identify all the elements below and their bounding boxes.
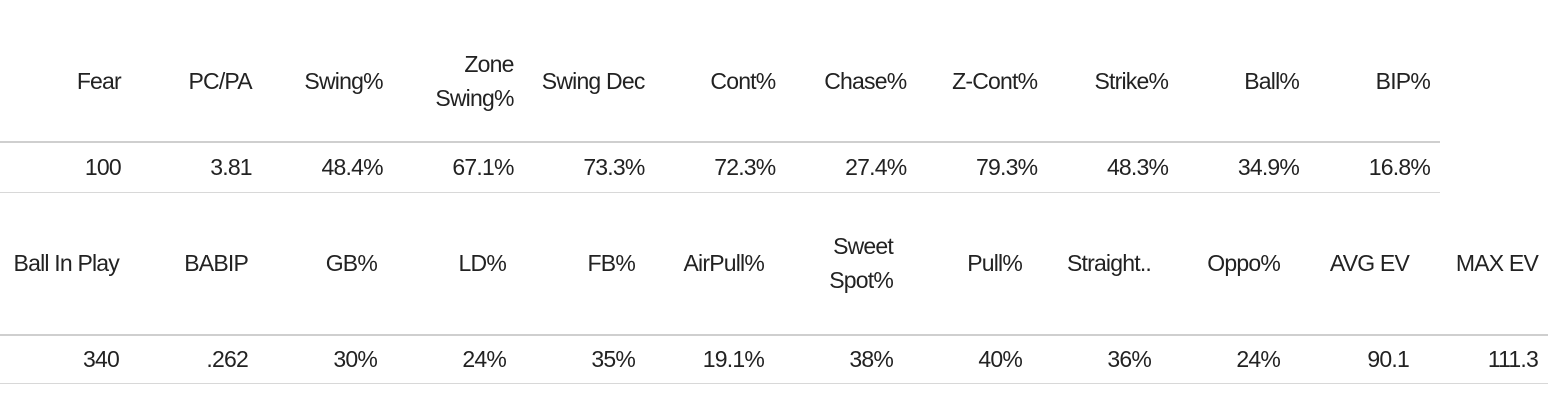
- table-cell: 48.4%: [321, 153, 384, 180]
- table-cell: 27.4%: [845, 153, 907, 180]
- table-cell: 36%: [1107, 345, 1151, 372]
- column-header: BIP%: [1375, 67, 1431, 94]
- table-header: Fear PC/PA Swing% Zone Swing% Swing Dec Cont%…: [0, 20, 1440, 142]
- header-row: Ball In Play BABIP GB% LD% FB% AirPull% Sweet …: [0, 193, 1548, 335]
- table-cell: 38%: [849, 345, 893, 372]
- column-header: Pull%: [967, 250, 1023, 276]
- column-header: PC/PA: [188, 67, 252, 94]
- table-cell: 100: [84, 153, 122, 180]
- column-header: MAX EV: [1455, 250, 1539, 276]
- header-row: Fear PC/PA Swing% Zone Swing% Swing Dec Cont%…: [0, 20, 1440, 142]
- stats-table: Ball In Play BABIP GB% LD% FB% AirPull% Sweet …: [0, 193, 1548, 385]
- column-header: Cont%: [710, 67, 776, 94]
- column-header: Straight..: [1066, 250, 1152, 276]
- table-cell: 24%: [462, 345, 506, 372]
- table-cell: 79.3%: [976, 153, 1038, 180]
- table-row: 340 .262 30% 24% 35% 19.1% 38% 40% 36% 24% 90.1 111…: [0, 335, 1548, 384]
- column-header: Ball In Play: [13, 250, 120, 276]
- table-cell: 34.9%: [1237, 153, 1300, 180]
- table-cell: 3.81: [210, 153, 252, 180]
- column-header: Strike%: [1094, 67, 1169, 94]
- column-header: Swing Dec: [541, 67, 646, 94]
- column-header: Sweet Spot%: [829, 233, 894, 293]
- tables: Fear PC/PA Swing% Zone Swing% Swing Dec Cont%…: [0, 20, 1548, 385]
- table-header: Ball In Play BABIP GB% LD% FB% AirPull% Sweet …: [0, 193, 1548, 335]
- stats-table: Fear PC/PA Swing% Zone Swing% Swing Dec Cont%…: [0, 20, 1440, 193]
- table-cell: 16.8%: [1368, 153, 1431, 180]
- column-header: AVG EV: [1329, 250, 1410, 276]
- column-header: Chase%: [824, 67, 907, 94]
- column-header: Zone Swing%: [435, 50, 514, 111]
- table-cell: 73.3%: [583, 153, 645, 180]
- table-cell: 24%: [1236, 345, 1280, 372]
- table-cell: 111.3: [1487, 345, 1539, 372]
- table-cell: 40%: [978, 345, 1022, 372]
- table-cell: 340: [83, 345, 120, 372]
- table-body: 340 .262 30% 24% 35% 19.1% 38% 40% 36% 24% 90.1 111…: [0, 335, 1548, 384]
- table-cell: .262: [206, 345, 248, 372]
- column-header: LD%: [458, 250, 507, 276]
- column-header: FB%: [587, 250, 636, 276]
- table-body: 100 3.81 48.4% 67.1% 73.3% 72.3% 27.4% 79.3% 48.…: [0, 142, 1440, 192]
- table-cell: 30%: [333, 345, 377, 372]
- table-cell: 35%: [591, 345, 635, 372]
- column-header: GB%: [325, 250, 378, 276]
- column-header: AirPull%: [683, 250, 764, 276]
- column-header: Ball%: [1244, 67, 1300, 94]
- table-cell: 48.3%: [1106, 153, 1169, 180]
- table-cell: 72.3%: [714, 153, 776, 180]
- column-header: Fear: [76, 67, 122, 94]
- table-row: 100 3.81 48.4% 67.1% 73.3% 72.3% 27.4% 79.3% 48.…: [0, 142, 1440, 192]
- column-header: Swing%: [304, 67, 383, 94]
- table-cell: 19.1%: [702, 345, 765, 372]
- table-cell: 67.1%: [452, 153, 514, 180]
- column-header: BABIP: [184, 250, 249, 276]
- column-header: Oppo%: [1207, 250, 1281, 276]
- column-header: Z-Cont%: [952, 67, 1038, 94]
- table-cell: 90.1: [1367, 345, 1409, 372]
